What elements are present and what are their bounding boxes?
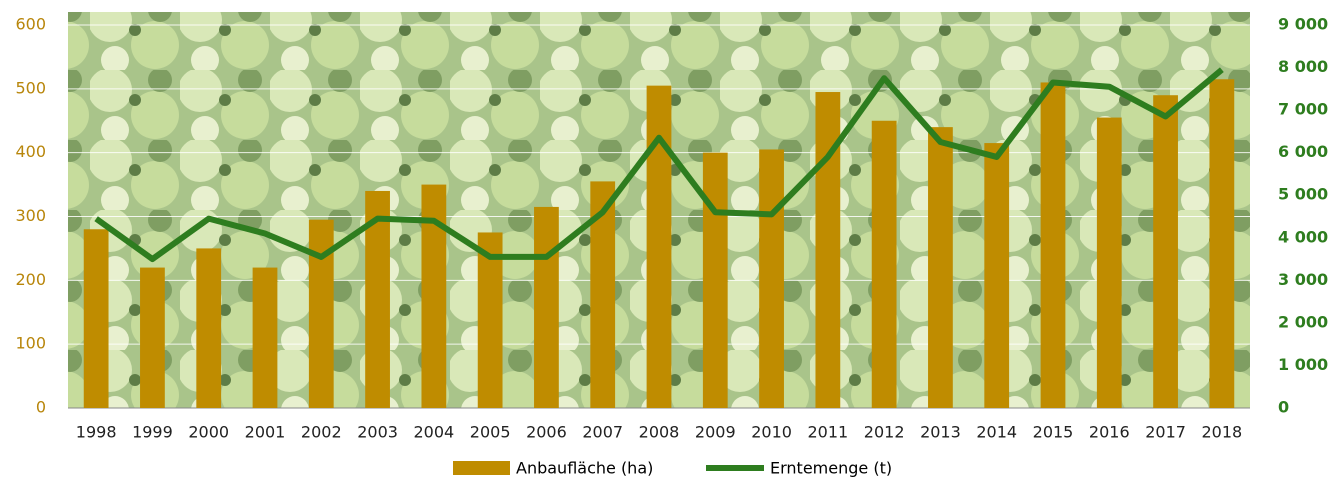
x-tick-label: 2015 xyxy=(1033,423,1074,442)
x-tick-label: 2006 xyxy=(526,423,567,442)
y2-tick-label: 8 000 xyxy=(1278,57,1328,76)
legend-label: Anbaufläche (ha) xyxy=(516,459,653,478)
x-tick-label: 1999 xyxy=(132,423,173,442)
y2-tick-label: 2 000 xyxy=(1278,312,1328,331)
y-tick-label: 500 xyxy=(15,78,46,97)
bar xyxy=(984,143,1010,408)
x-tick-label: 2002 xyxy=(301,423,342,442)
y2-tick-label: 5 000 xyxy=(1278,185,1328,204)
x-tick-label: 2005 xyxy=(470,423,511,442)
y-tick-label: 300 xyxy=(15,206,46,225)
y2-tick-label: 6 000 xyxy=(1278,142,1328,161)
x-tick-label: 2008 xyxy=(639,423,680,442)
bar xyxy=(1040,82,1066,408)
y-tick-label: 400 xyxy=(15,142,46,161)
bar xyxy=(83,229,109,408)
x-tick-label: 2007 xyxy=(582,423,623,442)
x-tick-label: 2004 xyxy=(413,423,454,442)
y2-tick-label: 9 000 xyxy=(1278,15,1328,34)
bar xyxy=(140,267,165,408)
y-tick-label: 100 xyxy=(15,334,46,353)
bar xyxy=(1096,117,1122,408)
bar xyxy=(1209,79,1235,408)
y2-tick-label: 0 xyxy=(1278,398,1289,417)
x-tick-label: 2000 xyxy=(188,423,229,442)
bar xyxy=(928,127,953,408)
x-tick-label: 2011 xyxy=(807,423,848,442)
y-tick-label: 200 xyxy=(15,270,46,289)
bar xyxy=(646,85,672,409)
legend-label: Erntemenge (t) xyxy=(770,459,892,478)
y2-tick-label: 1 000 xyxy=(1278,355,1328,374)
bar xyxy=(871,120,897,408)
x-tick-label: 2012 xyxy=(864,423,905,442)
x-tick-label: 2014 xyxy=(976,423,1017,442)
bar xyxy=(534,206,559,408)
bar xyxy=(1153,95,1178,408)
bar xyxy=(252,267,278,408)
bar xyxy=(196,248,222,408)
x-tick-label: 2003 xyxy=(357,423,398,442)
y2-tick-label: 7 000 xyxy=(1278,100,1328,119)
x-tick-label: 2001 xyxy=(245,423,286,442)
bar xyxy=(702,152,728,408)
x-tick-label: 1998 xyxy=(76,423,117,442)
x-tick-label: 2010 xyxy=(751,423,792,442)
line xyxy=(94,67,1224,263)
y-tick-label: 0 xyxy=(36,398,46,417)
bar xyxy=(477,232,503,408)
bar xyxy=(759,149,784,408)
y-tick-label: 600 xyxy=(15,15,46,34)
x-tick-label: 2017 xyxy=(1145,423,1186,442)
y2-tick-label: 4 000 xyxy=(1278,227,1328,246)
x-tick-label: 2009 xyxy=(695,423,736,442)
bar xyxy=(815,92,841,409)
x-tick-label: 2013 xyxy=(920,423,961,442)
y2-tick-label: 3 000 xyxy=(1278,270,1328,289)
legend-swatch-bar xyxy=(453,461,510,475)
x-tick-label: 2018 xyxy=(1201,423,1242,442)
x-tick-label: 2016 xyxy=(1089,423,1130,442)
